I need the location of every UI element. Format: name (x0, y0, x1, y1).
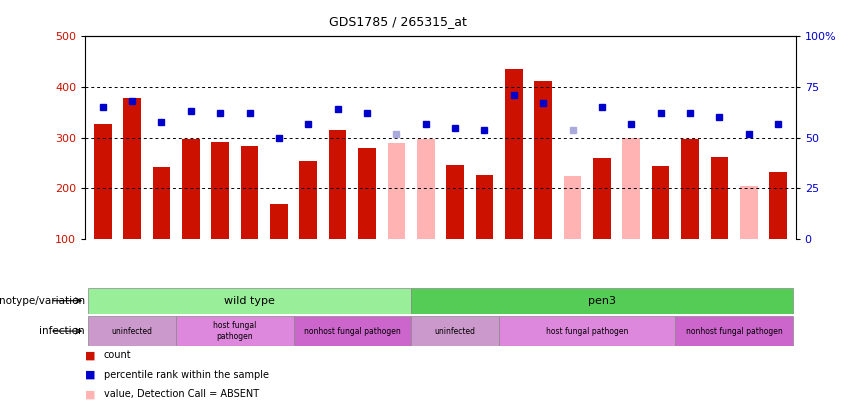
Bar (417, 139, 435, 239)
Bar (328, 130, 346, 239)
Bar (622, 138, 640, 239)
Bar (94, 124, 111, 239)
Text: uninfected: uninfected (435, 326, 476, 336)
Bar (176, 316, 294, 346)
Bar (446, 164, 464, 239)
Bar (411, 288, 793, 314)
Bar (241, 146, 259, 239)
Text: nonhost fungal pathogen: nonhost fungal pathogen (304, 326, 401, 336)
Text: count: count (104, 350, 131, 360)
Text: pen3: pen3 (588, 296, 616, 306)
Bar (270, 203, 288, 239)
Text: uninfected: uninfected (111, 326, 152, 336)
Text: ■: ■ (85, 370, 95, 380)
Text: percentile rank within the sample: percentile rank within the sample (104, 370, 269, 380)
Bar (681, 139, 699, 239)
Bar (652, 166, 670, 239)
Text: value, Detection Call = ABSENT: value, Detection Call = ABSENT (104, 389, 259, 399)
Bar (88, 288, 411, 314)
Text: genotype/variation: genotype/variation (0, 296, 85, 306)
Bar (211, 142, 229, 239)
Text: GDS1785 / 265315_at: GDS1785 / 265315_at (328, 15, 467, 28)
Bar (88, 316, 176, 346)
Bar (740, 186, 757, 239)
Bar (769, 172, 787, 239)
Text: infection: infection (39, 326, 85, 336)
Bar (534, 81, 552, 239)
Bar (476, 175, 494, 239)
Text: ■: ■ (85, 350, 95, 360)
Text: wild type: wild type (224, 296, 275, 306)
Bar (563, 176, 581, 239)
Bar (411, 316, 500, 346)
Bar (676, 316, 793, 346)
Bar (182, 139, 200, 239)
Bar (387, 143, 405, 239)
Bar (500, 316, 676, 346)
Text: ■: ■ (85, 389, 95, 399)
Bar (294, 316, 411, 346)
Bar (505, 69, 523, 239)
Bar (152, 166, 170, 239)
Bar (593, 158, 611, 239)
Bar (358, 148, 376, 239)
Bar (123, 98, 141, 239)
Text: host fungal
pathogen: host fungal pathogen (213, 322, 256, 341)
Bar (300, 162, 317, 239)
Text: host fungal pathogen: host fungal pathogen (546, 326, 628, 336)
Bar (711, 158, 728, 239)
Text: nonhost fungal pathogen: nonhost fungal pathogen (686, 326, 782, 336)
